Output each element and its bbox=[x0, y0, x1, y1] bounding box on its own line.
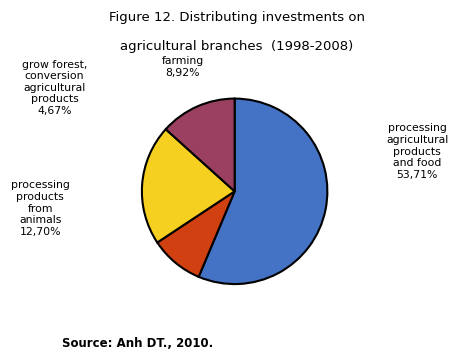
Wedge shape bbox=[166, 99, 235, 191]
Text: Source: Anh DT., 2010.: Source: Anh DT., 2010. bbox=[62, 337, 213, 350]
Text: farming
8,92%: farming 8,92% bbox=[161, 56, 204, 78]
Text: Figure 12. Distributing investments on: Figure 12. Distributing investments on bbox=[109, 11, 365, 24]
Wedge shape bbox=[142, 129, 235, 243]
Text: grow forest,
conversion
agricultural
products
4,67%: grow forest, conversion agricultural pro… bbox=[22, 60, 87, 116]
Text: agricultural branches  (1998-2008): agricultural branches (1998-2008) bbox=[120, 40, 354, 53]
Text: processing
agricultural
products
and food
53,71%: processing agricultural products and foo… bbox=[386, 123, 448, 180]
Text: processing
products
from
animals
12,70%: processing products from animals 12,70% bbox=[11, 180, 70, 237]
Wedge shape bbox=[157, 191, 235, 277]
Wedge shape bbox=[199, 99, 328, 284]
